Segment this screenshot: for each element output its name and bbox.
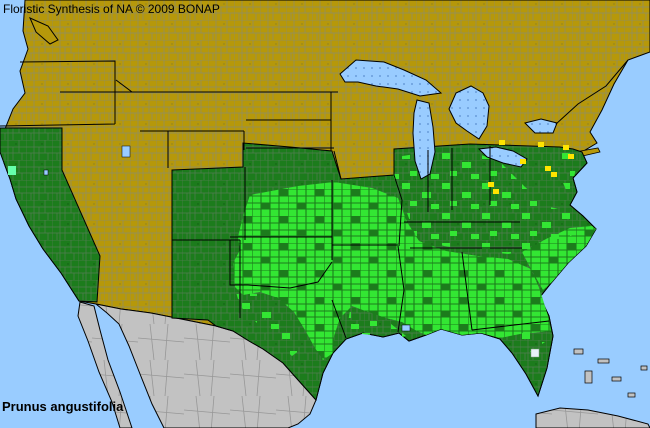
- county-dot: [8, 166, 16, 175]
- bahamas-islands: [573, 348, 648, 398]
- rare-county-dots: [8, 166, 16, 175]
- bahama-island: [573, 348, 584, 355]
- lake-ontario: [524, 118, 558, 134]
- county-dot: [545, 166, 551, 171]
- dense-county-present-region: [233, 182, 551, 360]
- county-dot: [493, 189, 499, 194]
- state-borders: [0, 59, 629, 339]
- california-present-region: [0, 127, 101, 303]
- baja-california: [77, 301, 133, 428]
- lake-okeechobee: [530, 348, 540, 358]
- great-salt-lake: [121, 145, 131, 158]
- bahama-island: [627, 392, 636, 398]
- bahama-island: [611, 376, 622, 382]
- great-lakes: [339, 59, 558, 180]
- scattered-county-region-midwest: [390, 150, 583, 254]
- bahama-island: [640, 365, 648, 371]
- county-dot: [563, 145, 569, 150]
- county-dot: [499, 140, 505, 145]
- scattered-county-region-florida: [515, 326, 548, 352]
- county-dot: [488, 182, 494, 187]
- cuba: [535, 407, 650, 428]
- coastal-plain-county-region: [522, 226, 596, 290]
- lake-pontchartrain: [401, 324, 411, 332]
- county-dot: [568, 154, 574, 159]
- adventive-county-dots: [488, 140, 574, 194]
- county-dot: [520, 159, 526, 164]
- lake-superior: [339, 59, 443, 97]
- county-dot: [551, 172, 557, 177]
- scattered-county-region-louisiana: [346, 310, 406, 338]
- lake-michigan: [412, 99, 436, 180]
- lake-huron: [448, 85, 490, 140]
- bahama-island: [584, 370, 593, 384]
- map-title: Floristic Synthesis of NA © 2009 BONAP: [3, 2, 220, 16]
- scattered-county-region-delmarva: [558, 150, 578, 200]
- county-dot: [538, 142, 544, 147]
- scattered-county-region-texas: [236, 292, 300, 356]
- vancouver-island: [29, 17, 59, 45]
- lake-tahoe: [43, 169, 49, 176]
- species-name: Prunus angustifolia: [2, 399, 124, 414]
- bahama-island: [597, 358, 610, 364]
